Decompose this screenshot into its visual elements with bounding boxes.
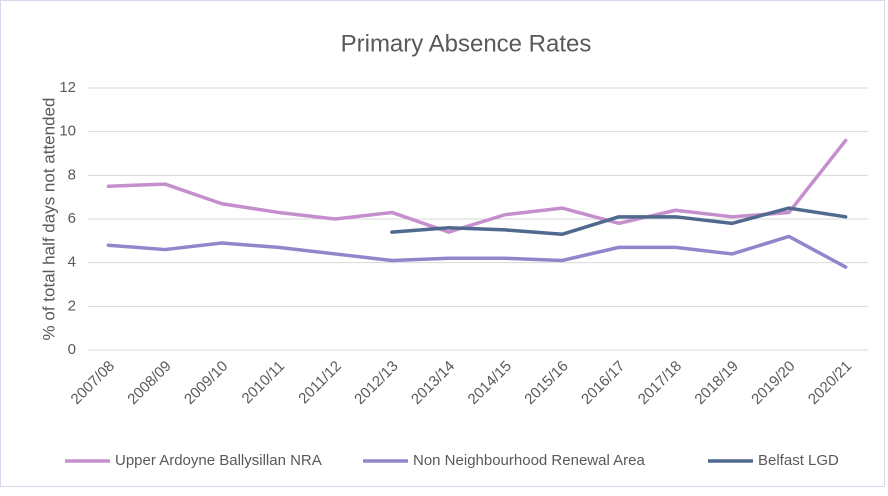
y-tick-label: 12 bbox=[59, 79, 76, 96]
series-line bbox=[106, 138, 848, 234]
chart-border bbox=[0, 0, 885, 487]
y-tick-label: 2 bbox=[68, 297, 76, 314]
series-line bbox=[390, 206, 848, 237]
y-tick-label: 0 bbox=[68, 341, 76, 358]
legend-label: Non Neighbourhood Renewal Area bbox=[413, 452, 645, 469]
legend-label: Belfast LGD bbox=[758, 452, 839, 469]
legend-label: Upper Ardoyne Ballysillan NRA bbox=[115, 452, 322, 469]
y-tick-label: 8 bbox=[68, 166, 76, 183]
y-tick-label: 10 bbox=[59, 123, 76, 140]
y-tick-label: 6 bbox=[68, 210, 76, 227]
chart-title: Primary Absence Rates bbox=[341, 30, 592, 57]
y-axis-title: % of total half days not attended bbox=[39, 98, 58, 341]
y-tick-label: 4 bbox=[68, 254, 76, 271]
series-line bbox=[106, 234, 848, 269]
